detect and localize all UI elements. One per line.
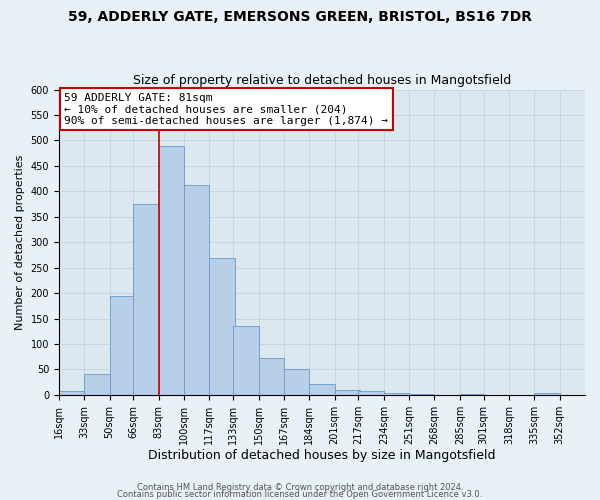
Text: Contains HM Land Registry data © Crown copyright and database right 2024.: Contains HM Land Registry data © Crown c… [137, 484, 463, 492]
Bar [159, 146, 184, 395]
Bar [59, 391, 84, 395]
Text: Contains public sector information licensed under the Open Government Licence v3: Contains public sector information licen… [118, 490, 482, 499]
Title: Size of property relative to detached houses in Mangotsfield: Size of property relative to detached ho… [133, 74, 511, 87]
Bar [309, 384, 335, 395]
Bar [233, 326, 259, 395]
Bar [133, 204, 159, 395]
Bar [284, 370, 309, 395]
Bar [535, 394, 560, 395]
Bar [409, 394, 434, 395]
Bar [335, 390, 360, 395]
Bar [259, 358, 284, 395]
Bar [384, 394, 409, 395]
Y-axis label: Number of detached properties: Number of detached properties [15, 154, 25, 330]
Bar [460, 394, 485, 395]
Bar [184, 185, 209, 395]
Bar [209, 258, 235, 395]
Text: 59, ADDERLY GATE, EMERSONS GREEN, BRISTOL, BS16 7DR: 59, ADDERLY GATE, EMERSONS GREEN, BRISTO… [68, 10, 532, 24]
Bar [358, 391, 384, 395]
Bar [110, 296, 135, 395]
Bar [84, 374, 110, 395]
Text: 59 ADDERLY GATE: 81sqm
← 10% of detached houses are smaller (204)
90% of semi-de: 59 ADDERLY GATE: 81sqm ← 10% of detached… [64, 92, 388, 126]
X-axis label: Distribution of detached houses by size in Mangotsfield: Distribution of detached houses by size … [148, 450, 496, 462]
